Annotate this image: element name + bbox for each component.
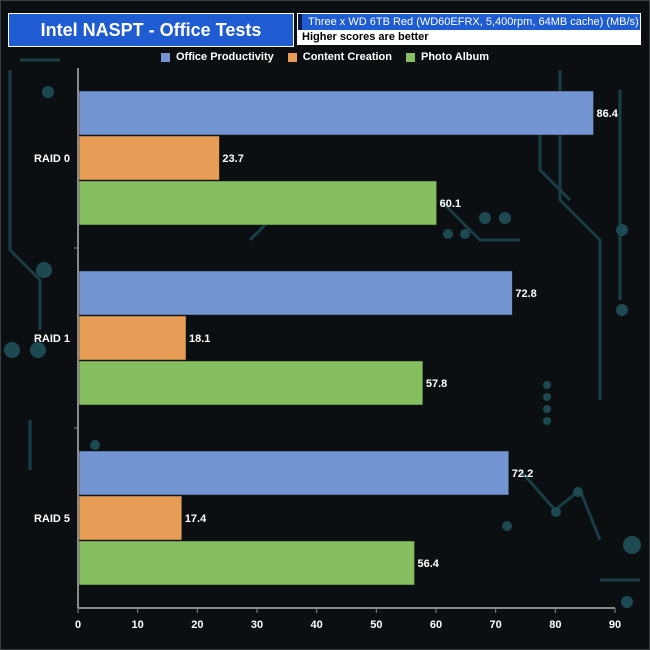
x-tick-label: 40 <box>311 619 323 631</box>
category-label: RAID 5 <box>34 513 70 525</box>
value-label-photo-album: 56.4 <box>418 558 440 570</box>
value-label-office-productivity: 86.4 <box>597 108 619 120</box>
legend-swatch-content-creation <box>287 52 297 62</box>
x-tick-label: 0 <box>75 619 81 631</box>
legend-label-content-creation: Content Creation <box>302 51 392 63</box>
chart-subtitle-box: Three x WD 6TB Red (WD60EFRX, 5,400rpm, … <box>297 13 641 45</box>
bar-content-creation <box>78 315 187 361</box>
legend-label-office-productivity: Office Productivity <box>175 51 274 63</box>
value-label-content-creation: 17.4 <box>185 513 207 525</box>
legend-item-office-productivity: Office Productivity <box>160 51 274 63</box>
value-label-content-creation: 18.1 <box>189 333 210 345</box>
x-tick-label: 90 <box>609 619 621 631</box>
x-tick-label: 50 <box>370 619 382 631</box>
legend-item-content-creation: Content Creation <box>287 51 392 63</box>
x-tick-label: 30 <box>251 619 263 631</box>
bar-office-productivity <box>78 90 594 136</box>
legend-item-photo-album: Photo Album <box>406 51 489 63</box>
bar-photo-album <box>78 540 415 586</box>
x-tick-label: 10 <box>132 619 144 631</box>
chart-note: Higher scores are better <box>298 30 640 44</box>
legend: Office Productivity Content Creation Pho… <box>0 50 650 64</box>
legend-swatch-office-productivity <box>160 52 170 62</box>
category-label: RAID 1 <box>34 333 70 345</box>
bar-content-creation <box>78 135 220 181</box>
bar-photo-album <box>78 180 437 226</box>
value-label-photo-album: 60.1 <box>440 198 461 210</box>
value-label-office-productivity: 72.2 <box>512 468 533 480</box>
x-tick-label: 70 <box>490 619 502 631</box>
bar-office-productivity <box>78 450 510 496</box>
bar-content-creation <box>78 495 183 541</box>
x-tick-label: 60 <box>430 619 442 631</box>
x-tick-label: 20 <box>191 619 203 631</box>
chart-title: Intel NASPT - Office Tests <box>8 13 294 47</box>
value-label-office-productivity: 72.8 <box>515 288 536 300</box>
value-label-content-creation: 23.7 <box>222 153 243 165</box>
legend-swatch-photo-album <box>406 52 415 62</box>
bar-office-productivity <box>78 270 513 316</box>
bar-photo-album <box>78 360 424 406</box>
value-label-photo-album: 57.8 <box>426 378 447 390</box>
legend-label-photo-album: Photo Album <box>421 51 490 63</box>
x-tick-label: 80 <box>549 619 561 631</box>
chart-subtitle: Three x WD 6TB Red (WD60EFRX, 5,400rpm, … <box>298 14 640 30</box>
category-label: RAID 0 <box>34 153 70 165</box>
